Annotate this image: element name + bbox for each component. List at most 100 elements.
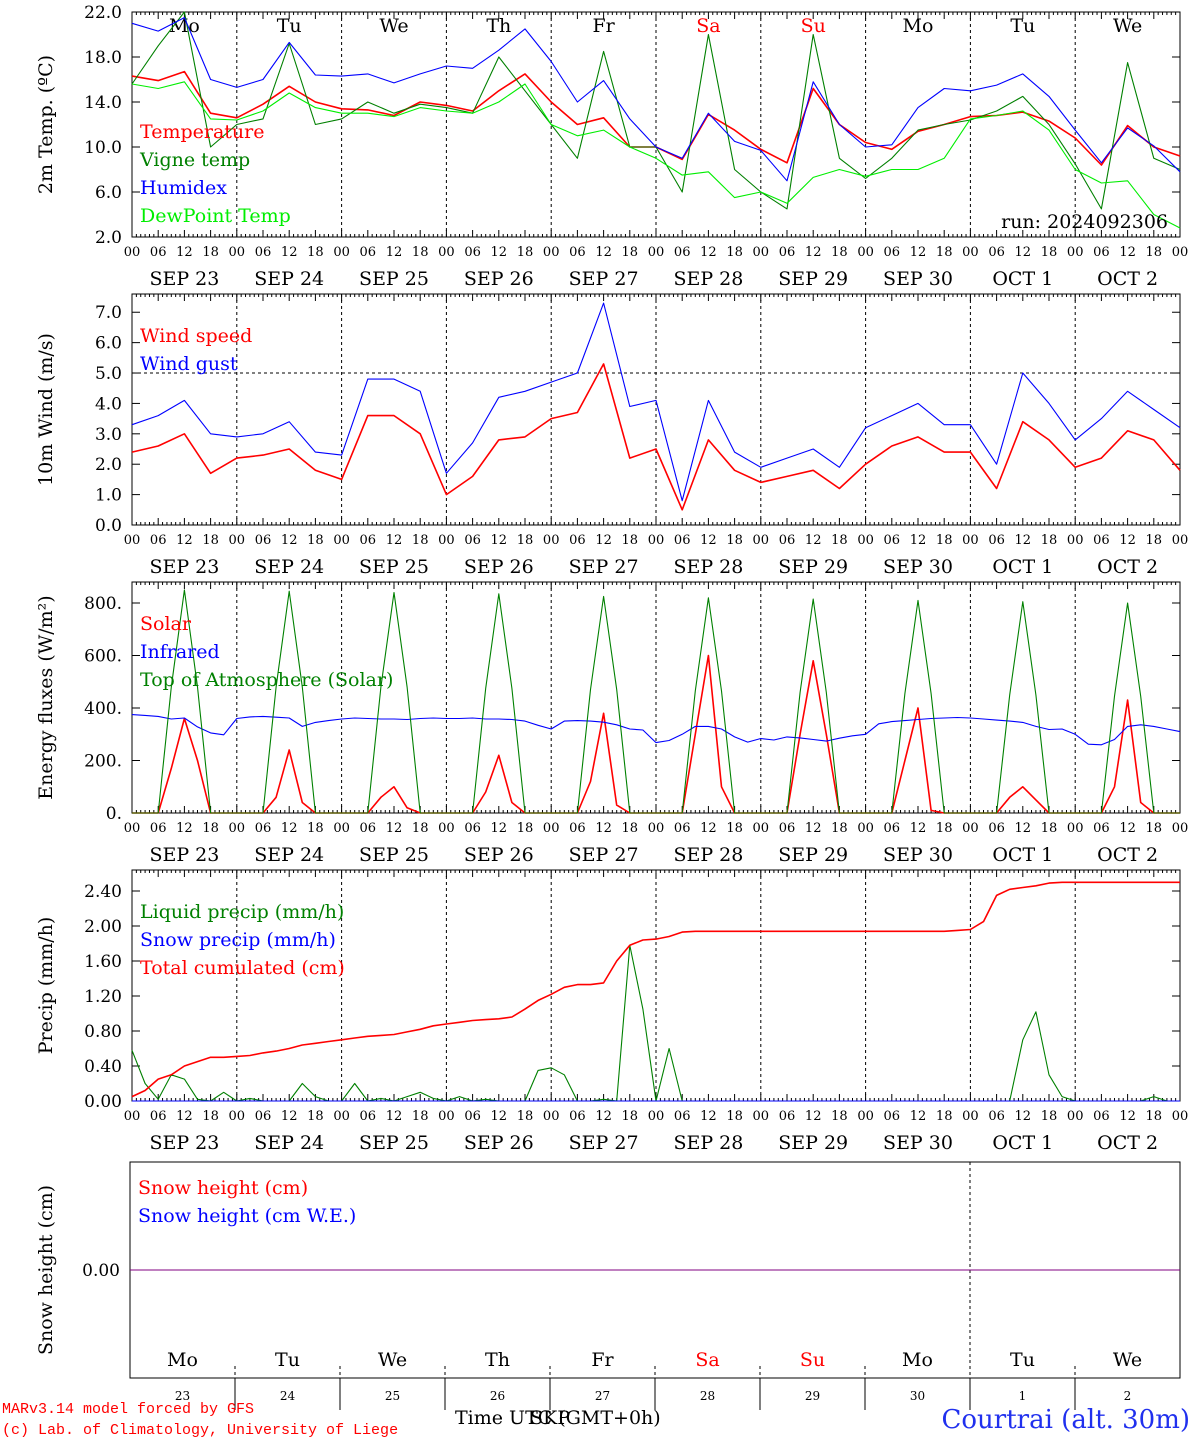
- x-tick-label: 18: [726, 533, 743, 548]
- legend-entry: Temperature: [140, 121, 264, 143]
- day-name-label: Th: [486, 15, 511, 37]
- x-date-label: OCT 2: [1097, 268, 1158, 290]
- x-tick-label: 18: [1146, 1109, 1163, 1124]
- y-tick-label: 18.0: [84, 48, 122, 68]
- x-tick-label: 18: [412, 821, 429, 836]
- day-number-label: 26: [490, 1389, 505, 1403]
- x-tick-label: 12: [281, 533, 298, 548]
- x-tick-label: 00: [229, 245, 246, 260]
- series-line-2: [131, 302, 1181, 502]
- y-axis-label: Energy fluxes (W/m²): [35, 595, 57, 799]
- x-tick-label: 00: [1067, 821, 1084, 836]
- legend-entry: Solar: [140, 613, 192, 635]
- day-name-label: Fr: [592, 15, 615, 37]
- y-tick-label: 200.: [84, 752, 122, 772]
- x-date-label: SEP 24: [254, 268, 324, 290]
- x-date-label: SEP 25: [359, 844, 429, 866]
- y-tick-label: 22.0: [84, 3, 122, 23]
- x-tick-label: 18: [307, 821, 324, 836]
- x-tick-label: 06: [1093, 533, 1110, 548]
- x-tick-label: 18: [1146, 533, 1163, 548]
- y-tick-label: 800.: [84, 594, 122, 614]
- x-tick-label: 18: [307, 533, 324, 548]
- x-tick-label: 06: [779, 533, 796, 548]
- x-date-label: SEP 24: [254, 844, 324, 866]
- x-tick-label: 12: [176, 533, 193, 548]
- day-number-label: 25: [385, 1389, 400, 1403]
- x-tick-label: 12: [281, 1109, 298, 1124]
- x-tick-label: 12: [805, 1109, 822, 1124]
- x-tick-label: 06: [779, 245, 796, 260]
- x-tick-label: 00: [753, 821, 770, 836]
- day-name-label: Mo: [903, 15, 934, 37]
- x-date-label: SEP 25: [359, 1132, 429, 1154]
- panel-4: 00 06 12 18 00 06 12 18 00 06 12 18 00 06 12 18 00 06 12 18…: [35, 869, 1188, 1154]
- x-date-label: OCT 1: [992, 844, 1053, 866]
- y-tick-label: 400.: [84, 699, 122, 719]
- x-date-label: OCT 1: [992, 268, 1053, 290]
- x-tick-label: 06: [1093, 821, 1110, 836]
- y-axis-label: Precip (mm/h): [35, 917, 57, 1055]
- x-tick-label: 12: [910, 821, 927, 836]
- day-name-label: Mo: [167, 1349, 198, 1371]
- day-number-label: 23: [175, 1389, 190, 1403]
- day-name-label: Tu: [1010, 15, 1035, 37]
- footer-lab-credit: (c) Lab. of Climatology, University of L…: [2, 1422, 398, 1439]
- x-date-label: OCT 2: [1097, 556, 1158, 578]
- y-tick-label: 0.00: [84, 1092, 122, 1112]
- x-date-label: SEP 27: [569, 556, 639, 578]
- x-tick-label: 18: [1146, 245, 1163, 260]
- day-name-label: Sa: [696, 15, 720, 37]
- x-tick-label: 12: [700, 245, 717, 260]
- x-date-label: SEP 29: [778, 556, 848, 578]
- x-tick-label: 06: [988, 821, 1005, 836]
- x-tick-label: 18: [307, 1109, 324, 1124]
- x-tick-label: 12: [910, 533, 927, 548]
- legend-entry: Snow height (cm W.E.): [138, 1205, 356, 1227]
- day-number-label: 24: [280, 1389, 296, 1403]
- x-tick-label: 00: [857, 245, 874, 260]
- x-tick-label: 06: [464, 533, 481, 548]
- x-tick-label: 00: [857, 533, 874, 548]
- x-date-label: SEP 27: [569, 844, 639, 866]
- x-date-label: SEP 24: [254, 1132, 324, 1154]
- x-tick-label: 18: [202, 1109, 219, 1124]
- x-tick-label: 12: [176, 245, 193, 260]
- x-tick-label: 00: [962, 1109, 979, 1124]
- y-tick-label: 3.0: [95, 425, 122, 445]
- panel-2: 00 06 12 18 00 06 12 18 00 06 12 18 00 06 12 18 00 06 12 18…: [35, 293, 1189, 578]
- x-tick-label: 18: [202, 533, 219, 548]
- legend-entry: Wind gust: [140, 353, 238, 375]
- x-tick-label: 00: [1172, 533, 1189, 548]
- y-axis-label: Snow height (cm): [35, 1185, 57, 1355]
- series-line-3: [131, 881, 1180, 1098]
- x-tick-label: 00: [333, 533, 350, 548]
- y-tick-label: 5.0: [95, 364, 122, 384]
- day-name-label: Su: [801, 15, 826, 37]
- x-tick-label: 06: [674, 533, 691, 548]
- x-tick-label: 12: [595, 245, 612, 260]
- x-date-label: SEP 29: [778, 268, 848, 290]
- legend-entry: Infrared: [140, 641, 220, 663]
- x-tick-label: 06: [988, 245, 1005, 260]
- legend-entry: Liquid precip (mm/h): [140, 901, 344, 923]
- series-line-3: [131, 17, 1181, 182]
- x-tick-label: 12: [595, 533, 612, 548]
- day-name-label: Sa: [695, 1349, 719, 1371]
- x-tick-label: 00: [438, 1109, 455, 1124]
- x-tick-label: 00: [333, 1109, 350, 1124]
- x-tick-label: 00: [543, 1109, 560, 1124]
- y-tick-label: 4.0: [95, 394, 122, 414]
- x-tick-label: 06: [150, 533, 167, 548]
- x-tick-label: 18: [1041, 821, 1058, 836]
- x-tick-label: 06: [255, 533, 272, 548]
- x-date-label: SEP 30: [883, 1132, 953, 1154]
- x-tick-label: 00: [1172, 821, 1189, 836]
- x-tick-label: 12: [281, 821, 298, 836]
- x-tick-label: 12: [910, 245, 927, 260]
- x-tick-label: 00: [438, 533, 455, 548]
- x-tick-label: 12: [700, 1109, 717, 1124]
- x-tick-label: 06: [674, 821, 691, 836]
- y-tick-label: 600.: [84, 647, 122, 667]
- x-tick-label: 12: [700, 533, 717, 548]
